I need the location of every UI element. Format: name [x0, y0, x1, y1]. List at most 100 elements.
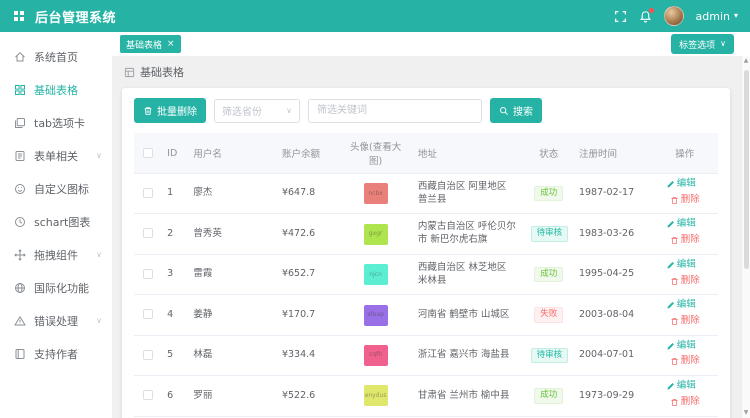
- content-area: 基础表格 批量删除 筛选省份 ∨: [112, 56, 750, 418]
- cell-date: 1987-02-17: [572, 173, 652, 215]
- tab-basic-table[interactable]: 基础表格 ×: [120, 35, 181, 53]
- sidebar-item-schart[interactable]: schart图表: [0, 205, 112, 238]
- select-all-checkbox[interactable]: [142, 148, 153, 158]
- status-badge: 成功: [534, 266, 564, 283]
- cell-date: 2004-07-01: [572, 335, 652, 377]
- table-row: 2 曾秀英 ¥472.6 gxgr 内蒙古自治区 呼伦贝尔市 新巴尔虎右旗 待审…: [134, 213, 718, 255]
- row-checkbox[interactable]: [142, 228, 153, 239]
- scrollbar-thumb[interactable]: [743, 70, 749, 270]
- row-checkbox[interactable]: [142, 349, 153, 360]
- delete-button[interactable]: 删除: [670, 234, 700, 247]
- sidebar-item-errors[interactable]: 错误处理 ∨: [0, 304, 112, 337]
- trash-icon: [671, 318, 678, 325]
- notification-bell-icon[interactable]: [639, 7, 654, 23]
- cell-address: 西藏自治区 林芝地区 米林县: [411, 254, 525, 296]
- sidebar-item-support-author[interactable]: 支持作者: [0, 337, 112, 370]
- table-header-row: ID 用户名 账户余额 头像(查看大图) 地址 状态 注册时间 操作: [134, 133, 718, 174]
- cell-username: 郑伟: [187, 416, 276, 418]
- cell-date: 2004-01-18: [572, 416, 652, 418]
- trash-icon: [671, 277, 678, 285]
- sidebar-item-label: schart图表: [34, 215, 91, 229]
- keyword-input[interactable]: [308, 98, 482, 123]
- sidebar-item-basic-table[interactable]: 基础表格: [0, 73, 112, 106]
- row-checkbox[interactable]: [142, 187, 153, 198]
- notification-badge: [648, 7, 654, 13]
- delete-button[interactable]: 删除: [670, 396, 700, 409]
- batch-delete-button[interactable]: 批量删除: [134, 98, 206, 123]
- scroll-down-icon[interactable]: ▼: [743, 409, 749, 416]
- sidebar-item-custom-icons[interactable]: 自定义图标: [0, 172, 112, 205]
- cell-username: 曾秀英: [187, 213, 276, 255]
- delete-button[interactable]: 删除: [670, 275, 700, 288]
- pencil-icon: [667, 302, 674, 309]
- edit-button[interactable]: 编辑: [666, 299, 696, 312]
- trash-icon: [671, 358, 678, 366]
- cell-id: 2: [161, 213, 188, 255]
- avatar-thumbnail[interactable]: afeap: [363, 304, 388, 326]
- sidebar-item-i18n[interactable]: 国际化功能: [0, 271, 112, 304]
- clock-icon: [15, 216, 25, 227]
- pencil-icon: [667, 261, 674, 269]
- avatar-thumbnail[interactable]: njcn: [363, 264, 388, 286]
- avatar-thumbnail[interactable]: cqfh: [363, 344, 388, 366]
- tag-options-button[interactable]: 标签选项 ∨: [671, 34, 734, 54]
- menu-grid-icon[interactable]: [14, 11, 24, 21]
- delete-button[interactable]: 删除: [670, 194, 700, 207]
- user-menu[interactable]: admin ▾: [696, 10, 738, 23]
- sidebar: 系统首页 基础表格 tab选项卡 表单相关 ∨ 自定义图标 schart图: [0, 32, 112, 418]
- select-placeholder: 筛选省份: [222, 107, 262, 118]
- pencil-icon: [667, 383, 674, 390]
- province-select[interactable]: 筛选省份 ∨: [214, 98, 300, 123]
- edit-button[interactable]: 编辑: [666, 340, 696, 353]
- search-button[interactable]: 搜索: [490, 98, 542, 123]
- row-checkbox[interactable]: [142, 268, 153, 279]
- sidebar-item-label: 错误处理: [34, 314, 78, 328]
- user-avatar[interactable]: [663, 6, 684, 26]
- row-checkbox[interactable]: [142, 390, 153, 400]
- vertical-scrollbar[interactable]: ▲ ▼: [741, 56, 750, 418]
- sidebar-item-label: tab选项卡: [34, 116, 86, 130]
- scroll-up-icon[interactable]: ▲: [743, 57, 749, 64]
- table-icon: [15, 84, 25, 95]
- drag-icon: [14, 248, 26, 261]
- cell-id: 6: [161, 375, 188, 417]
- avatar-thumbnail[interactable]: ncbx: [363, 183, 388, 205]
- cell-date: 1973-09-29: [572, 375, 652, 417]
- sidebar-item-drag[interactable]: 拖拽组件 ∨: [0, 238, 112, 271]
- delete-button[interactable]: 删除: [670, 355, 700, 368]
- sidebar-item-label: 自定义图标: [34, 182, 89, 196]
- sidebar-item-home[interactable]: 系统首页: [0, 40, 112, 73]
- cell-username: 林磊: [187, 335, 276, 377]
- breadcrumb-title: 基础表格: [140, 66, 184, 79]
- pencil-icon: [667, 180, 674, 188]
- chevron-down-icon: ∨: [286, 106, 292, 115]
- sidebar-item-label: 支持作者: [34, 347, 78, 361]
- close-icon[interactable]: ×: [167, 38, 175, 49]
- avatar-thumbnail[interactable]: enydus: [363, 385, 388, 407]
- cell-balance: ¥488.6: [275, 416, 340, 418]
- sidebar-item-forms[interactable]: 表单相关 ∨: [0, 139, 112, 172]
- edit-button[interactable]: 编辑: [666, 259, 696, 272]
- delete-button[interactable]: 删除: [670, 315, 700, 328]
- avatar-thumbnail[interactable]: gxgr: [363, 223, 388, 245]
- trash-icon: [671, 237, 678, 244]
- edit-button[interactable]: 编辑: [666, 218, 696, 231]
- row-checkbox[interactable]: [142, 309, 153, 320]
- chevron-down-icon: ∨: [96, 151, 102, 160]
- edit-button[interactable]: 编辑: [666, 178, 696, 191]
- edit-button[interactable]: 编辑: [666, 380, 696, 393]
- main-area: 基础表格 × 标签选项 ∨ 基础表格 批量删除: [112, 32, 750, 418]
- globe-icon: [15, 282, 25, 293]
- cell-username: 罗丽: [187, 375, 276, 417]
- cell-address: 新疆维吾尔自治区 克孜勒苏柯尔克孜自治州 阿合奇县: [411, 416, 525, 418]
- cell-balance: ¥647.8: [275, 173, 340, 215]
- status-badge: 失败: [534, 307, 564, 323]
- sidebar-item-tabs[interactable]: tab选项卡: [0, 106, 112, 139]
- toolbar: 批量删除 筛选省份 ∨ 搜索: [134, 98, 718, 123]
- cell-balance: ¥522.6: [275, 375, 340, 417]
- sidebar-item-label: 国际化功能: [34, 281, 89, 295]
- home-icon: [15, 51, 25, 61]
- cell-balance: ¥472.6: [275, 213, 340, 255]
- fullscreen-icon[interactable]: [614, 10, 627, 23]
